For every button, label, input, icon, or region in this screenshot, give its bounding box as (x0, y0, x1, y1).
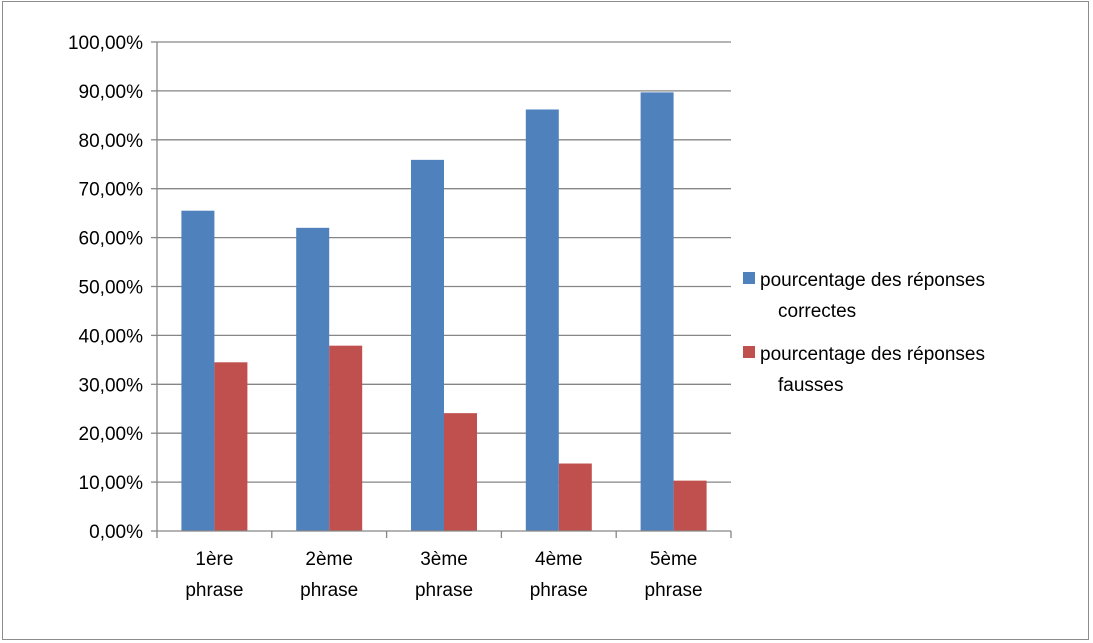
bar-correctes-1 (181, 210, 215, 531)
y-tick-label: 10,00% (79, 473, 144, 494)
x-category-label-line: 1ère (195, 549, 233, 570)
x-category-label-line: phrase (530, 580, 588, 601)
x-category-label-line: 4ème (535, 549, 583, 570)
bar-fausses-4 (558, 463, 592, 531)
bar-fausses-3 (444, 413, 477, 531)
y-tick-label: 80,00% (79, 131, 144, 152)
y-tick-label: 50,00% (79, 278, 144, 299)
x-category-label-line: phrase (185, 580, 243, 601)
x-category-label-line: phrase (645, 580, 703, 601)
x-category-label-line: 3ème (420, 549, 468, 570)
x-category-label-line: 5ème (650, 549, 698, 570)
gridlines (157, 41, 731, 483)
y-tick-label: 100,00% (68, 33, 143, 54)
legend-label-line: correctes (778, 301, 856, 322)
x-category-label: 4ème phrase (530, 549, 588, 601)
bar-fausses-5 (673, 480, 707, 531)
x-category-label-line: 2ème (305, 549, 353, 570)
x-category-label: 3ème phrase (415, 549, 473, 601)
legend-label: pourcentage des réponses fausses (760, 344, 985, 396)
y-tick-label: 30,00% (79, 375, 144, 396)
y-tick-label: 20,00% (79, 424, 144, 445)
y-tick-label: 90,00% (79, 82, 144, 103)
bar-correctes-4 (525, 109, 559, 532)
legend: pourcentage des réponses correctespourcen… (743, 270, 985, 396)
bars (181, 92, 707, 532)
axes: 0,00% 10,00% 20,00% 30,00% 40,00% 50,00% 60,00… (68, 33, 732, 601)
legend-swatch (743, 272, 755, 284)
x-category-label-line: phrase (415, 580, 473, 601)
legend-label-line: pourcentage des réponses (760, 344, 985, 365)
legend-label: pourcentage des réponses correctes (760, 270, 985, 322)
x-category-label: 5ème phrase (645, 549, 703, 601)
y-tick-label: 60,00% (79, 229, 144, 250)
x-category-label: 1ère phrase (185, 549, 243, 601)
legend-label-line: pourcentage des réponses (760, 270, 985, 291)
x-category-label-line: phrase (300, 580, 358, 601)
bar-correctes-5 (640, 92, 674, 531)
x-category-label: 2ème phrase (300, 549, 358, 601)
legend-label-line: fausses (778, 375, 843, 396)
bar-correctes-2 (296, 227, 330, 531)
y-tick-label: 40,00% (79, 326, 144, 347)
legend-swatch (743, 346, 755, 358)
bar-correctes-3 (411, 159, 444, 531)
bar-fausses-2 (329, 345, 363, 531)
bar-fausses-1 (214, 362, 248, 531)
y-tick-label: 70,00% (79, 180, 144, 201)
y-tick-label: 0,00% (89, 522, 143, 543)
